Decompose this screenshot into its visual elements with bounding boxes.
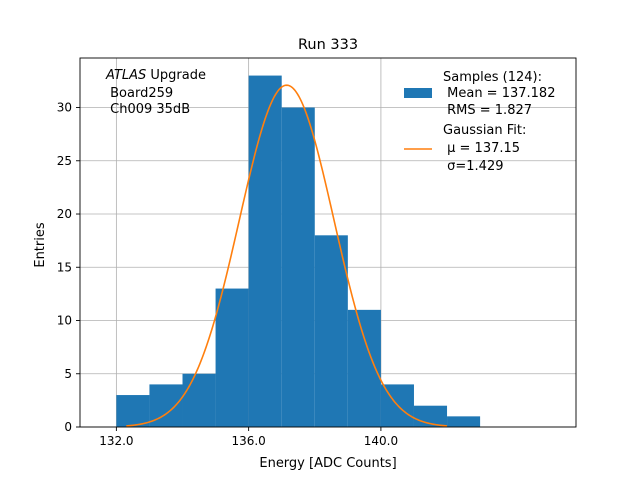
y-axis-label: Entries [33,222,48,268]
y-tick-label: 5 [64,367,72,381]
histogram-bar [281,107,315,428]
y-tick-label: 10 [57,314,72,328]
legend-fit-label-1: Gaussian Fit: [443,123,526,138]
legend-histogram-swatch [404,88,432,98]
annotation-upgrade: Upgrade [146,68,206,83]
annotation-line-1: ATLAS Upgrade [105,68,206,83]
histogram-bar [314,235,348,427]
legend-fit-label-2: μ = 137.15 [443,141,520,156]
histogram-bars [116,75,481,428]
y-tick-label: 0 [64,420,72,434]
legend-histogram-label-3: RMS = 1.827 [443,103,532,118]
x-axis-label: Energy [ADC Counts] [259,456,396,471]
legend-histogram-label-1: Samples (124): [443,70,542,85]
y-tick-label: 30 [57,101,72,115]
legend-fit-label-3: σ=1.429 [443,159,503,174]
histogram-bar [116,395,150,427]
y-tick-label: 15 [57,260,72,274]
histogram-bar [248,75,282,428]
legend: Samples (124): Mean = 137.182 RMS = 1.82… [404,70,555,174]
y-tick-label: 20 [57,207,72,221]
x-tick-label: 140.0 [364,434,398,448]
gaussian-fit-curve [126,84,448,427]
x-axis-ticks: 132.0 136.0 140.0 [99,427,398,448]
legend-histogram-label-2: Mean = 137.182 [443,86,555,101]
chart-title: Run 333 [298,37,358,53]
annotation-atlas: ATLAS [105,68,146,83]
y-tick-label: 25 [57,154,72,168]
y-axis-ticks: 0 5 10 15 20 25 30 [57,101,80,434]
plot-frame [79,57,577,428]
annotation-line-3: Ch009 35dB [106,102,190,117]
annotation-box: ATLAS Upgrade Board259 Ch009 35dB [105,68,206,117]
histogram-bar [182,373,216,427]
histogram-bar [447,416,481,427]
annotation-line-2: Board259 [106,86,173,101]
histogram-bar [215,288,249,427]
x-tick-label: 132.0 [99,434,133,448]
x-tick-label: 136.0 [231,434,265,448]
